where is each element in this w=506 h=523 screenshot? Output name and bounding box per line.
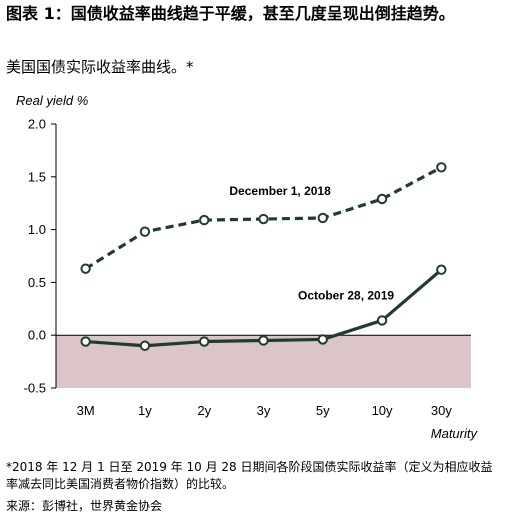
series-line-1 [85,268,443,348]
y-tick-label: 1.0 [28,222,46,237]
data-point [436,264,447,275]
footnote: *2018 年 12 月 1 日至 2019 年 10 月 28 日期间各阶段国… [6,460,493,491]
source-note: 来源：彭博社，世界黄金协会 [6,499,163,513]
series-label-oct-2019: October 28, 2019 [298,289,394,303]
series-layer [80,162,447,351]
series-label-dec-2018: December 1, 2018 [229,184,331,198]
y-tick-label: -0.5 [24,381,46,396]
x-tick-label: 3M [77,403,95,418]
data-point [258,335,269,346]
data-point [139,226,151,237]
data-point [139,340,151,351]
y-tick-label: 0.0 [28,328,46,343]
data-point [317,334,328,345]
chart-area: 2.0 1.5 1.0 0.5 0.0 -0.5 3M 1y 2y 3y 5y 10y 30y Rea… [16,93,479,441]
data-point [436,162,447,173]
y-axis-ticks: 2.0 1.5 1.0 0.5 0.0 -0.5 [24,117,56,396]
y-axis-title: Real yield % [16,93,88,108]
data-point [199,214,210,226]
x-tick-label: 1y [138,403,152,418]
data-point [376,193,388,205]
data-point [258,213,269,225]
x-tick-label: 10y [372,403,393,418]
y-tick-label: 2.0 [28,117,46,132]
y-tick-label: 1.5 [28,169,46,184]
data-point [199,336,210,347]
data-point [80,336,91,347]
chart-title: 图表 1：国债收益率曲线趋于平缓，甚至几度呈现出倒挂趋势。 [6,4,455,23]
x-tick-label: 5y [316,403,330,418]
data-point [317,212,328,224]
y-tick-label: 0.5 [28,275,46,290]
chart-subtitle: 美国国债实际收益率曲线。* [6,58,194,76]
data-point [376,315,388,326]
x-axis-ticks: 3M 1y 2y 3y 5y 10y 30y [77,403,453,418]
x-tick-label: 2y [197,403,211,418]
x-tick-label: 30y [431,403,452,418]
data-point [80,263,91,274]
x-tick-label: 3y [257,403,271,418]
x-axis-title: Maturity [431,426,479,441]
